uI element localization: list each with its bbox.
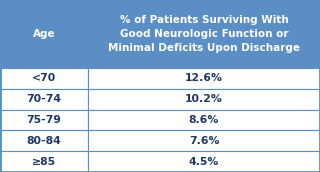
Text: 70-74: 70-74 — [27, 94, 61, 104]
Text: 7.6%: 7.6% — [189, 136, 219, 146]
Bar — [88, 68, 320, 89]
Text: 12.6%: 12.6% — [185, 73, 223, 83]
Bar — [0, 151, 88, 172]
Text: 8.6%: 8.6% — [189, 115, 219, 125]
Bar — [0, 130, 88, 151]
Text: 10.2%: 10.2% — [185, 94, 223, 104]
Bar — [88, 89, 320, 110]
Text: Age: Age — [33, 29, 55, 39]
Bar — [88, 130, 320, 151]
Text: 75-79: 75-79 — [27, 115, 61, 125]
Bar — [0, 89, 88, 110]
Text: ≥85: ≥85 — [32, 157, 56, 167]
Text: 4.5%: 4.5% — [189, 157, 219, 167]
Bar — [88, 0, 320, 68]
Text: % of Patients Surviving With
Good Neurologic Function or
Minimal Deficits Upon D: % of Patients Surviving With Good Neurol… — [108, 15, 300, 53]
Bar — [0, 110, 88, 130]
Bar — [88, 151, 320, 172]
Text: 80-84: 80-84 — [27, 136, 61, 146]
Bar — [88, 110, 320, 130]
Bar — [0, 0, 88, 68]
Text: <70: <70 — [32, 73, 56, 83]
Bar — [0, 68, 88, 89]
